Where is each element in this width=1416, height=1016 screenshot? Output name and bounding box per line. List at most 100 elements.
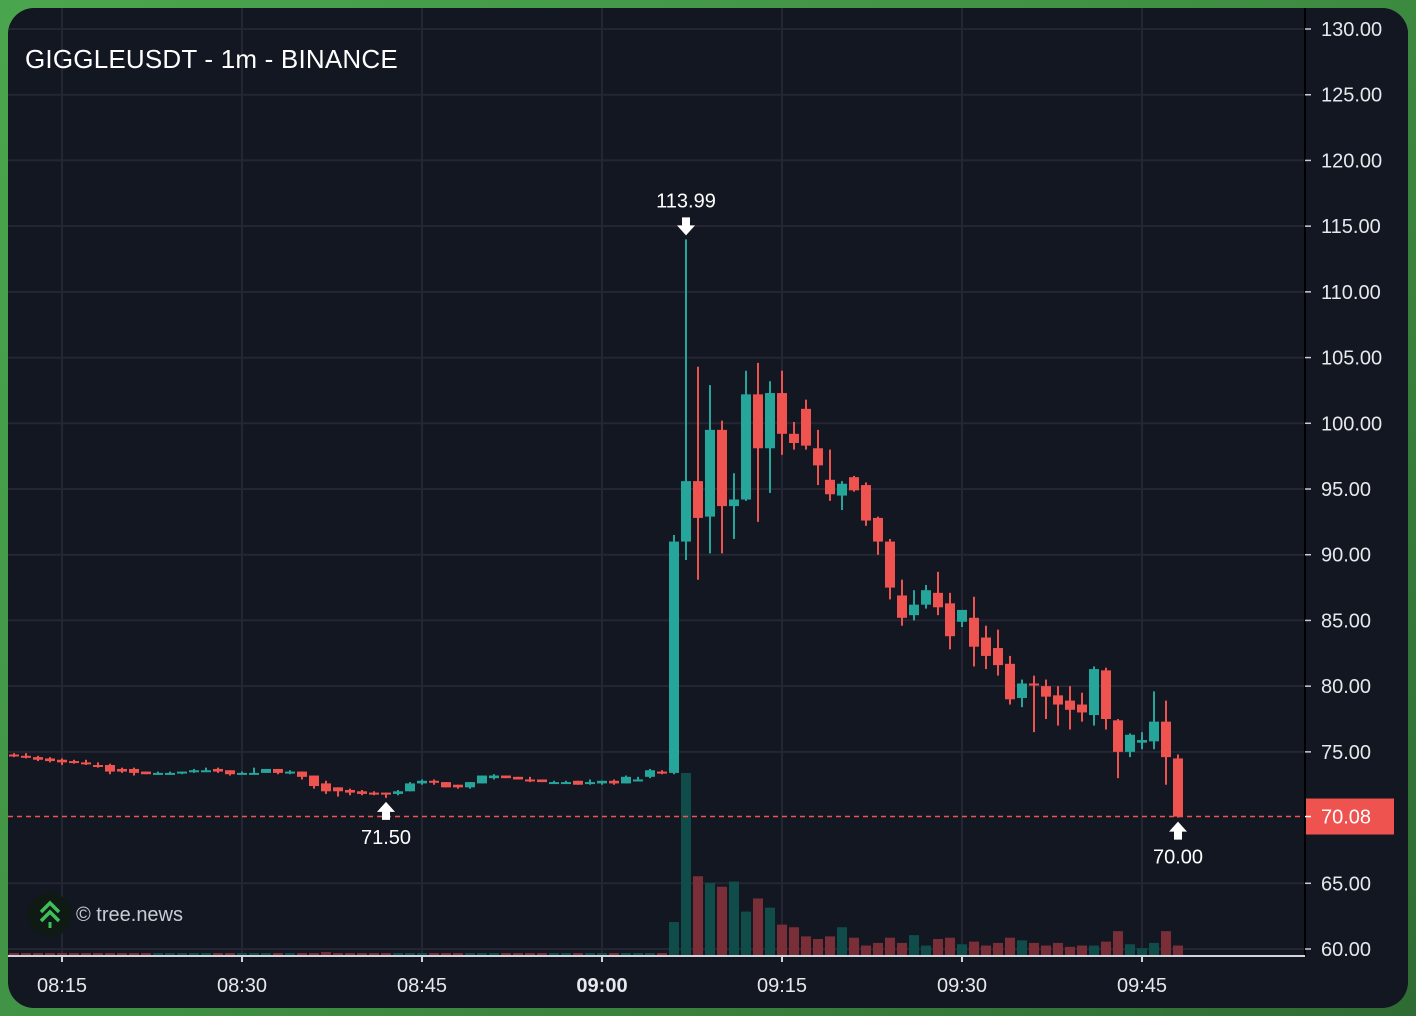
candle[interactable]	[129, 767, 139, 776]
candle[interactable]	[261, 768, 271, 773]
candle[interactable]	[981, 625, 991, 670]
candle[interactable]	[1065, 686, 1075, 730]
candle[interactable]	[177, 771, 187, 775]
candle[interactable]	[837, 481, 847, 511]
candlestick-chart[interactable]: 113.99 71.50 70.00 130.00 125.00 120.00 115.00…	[8, 8, 1408, 1008]
candle[interactable]	[597, 780, 607, 785]
candle[interactable]	[561, 780, 571, 785]
candle[interactable]	[909, 590, 919, 621]
candle[interactable]	[333, 787, 343, 797]
candle[interactable]	[741, 370, 751, 501]
candle[interactable]	[273, 768, 283, 775]
candle[interactable]	[309, 775, 319, 789]
candle[interactable]	[93, 762, 103, 768]
candle[interactable]	[933, 571, 943, 616]
candle[interactable]	[669, 535, 679, 775]
candle[interactable]	[1077, 692, 1087, 722]
candle[interactable]	[57, 758, 67, 766]
candle[interactable]	[381, 792, 391, 798]
candle[interactable]	[585, 779, 595, 785]
candle[interactable]	[81, 759, 91, 766]
candle[interactable]	[609, 779, 619, 785]
candle[interactable]	[957, 609, 967, 628]
candle[interactable]	[249, 767, 259, 775]
candle[interactable]	[441, 782, 451, 788]
candle[interactable]	[549, 780, 559, 785]
candle[interactable]	[21, 753, 31, 759]
candle[interactable]	[117, 767, 127, 773]
candle[interactable]	[489, 774, 499, 780]
candle[interactable]	[765, 381, 775, 493]
candle[interactable]	[165, 771, 175, 775]
time-axis[interactable]: 08:15 08:30 08:45 09:00 09:15 09:30 09:45	[8, 955, 1305, 997]
candle[interactable]	[345, 788, 355, 796]
candle[interactable]	[993, 629, 1003, 676]
candle[interactable]	[417, 779, 427, 785]
candle[interactable]	[753, 362, 763, 522]
candle[interactable]	[237, 771, 247, 775]
candle[interactable]	[717, 420, 727, 554]
candle[interactable]	[1089, 666, 1099, 726]
candle[interactable]	[393, 789, 403, 796]
candle[interactable]	[9, 753, 19, 758]
candle[interactable]	[681, 239, 691, 560]
candle[interactable]	[369, 791, 379, 796]
candle[interactable]	[1029, 675, 1039, 733]
candle[interactable]	[357, 789, 367, 796]
candle[interactable]	[69, 759, 79, 764]
candle[interactable]	[405, 782, 415, 792]
candle[interactable]	[825, 449, 835, 501]
candle[interactable]	[621, 775, 631, 784]
candle[interactable]	[537, 779, 547, 783]
candle[interactable]	[1101, 667, 1111, 730]
candle[interactable]	[189, 768, 199, 773]
candle[interactable]	[321, 780, 331, 794]
candle[interactable]	[525, 776, 535, 783]
candle[interactable]	[45, 757, 55, 763]
candle[interactable]	[153, 771, 163, 775]
candle[interactable]	[201, 767, 211, 773]
candle[interactable]	[705, 385, 715, 554]
candle[interactable]	[897, 579, 907, 626]
candle[interactable]	[33, 755, 43, 762]
candle[interactable]	[501, 775, 511, 779]
candle[interactable]	[1125, 733, 1135, 758]
candle[interactable]	[1053, 686, 1063, 726]
candle[interactable]	[105, 763, 115, 775]
candle[interactable]	[801, 399, 811, 450]
candle[interactable]	[225, 770, 235, 776]
candle[interactable]	[633, 776, 643, 782]
candle[interactable]	[945, 592, 955, 650]
candle[interactable]	[873, 516, 883, 555]
candle[interactable]	[657, 770, 667, 775]
candle[interactable]	[693, 366, 703, 580]
candle[interactable]	[861, 482, 871, 526]
candle[interactable]	[813, 429, 823, 486]
candle[interactable]	[777, 370, 787, 455]
candle[interactable]	[477, 775, 487, 784]
candle[interactable]	[1041, 679, 1051, 720]
candle[interactable]	[1017, 679, 1027, 708]
candle[interactable]	[1149, 691, 1159, 750]
candle[interactable]	[465, 782, 475, 789]
candle[interactable]	[573, 780, 583, 785]
candle[interactable]	[849, 475, 859, 492]
candle[interactable]	[141, 771, 151, 775]
candle[interactable]	[1005, 655, 1015, 705]
candle[interactable]	[969, 596, 979, 667]
candle[interactable]	[297, 771, 307, 780]
candle[interactable]	[513, 776, 523, 780]
candle[interactable]	[1161, 700, 1171, 785]
candle[interactable]	[429, 779, 439, 785]
candle[interactable]	[213, 767, 223, 773]
candle[interactable]	[645, 768, 655, 779]
candle[interactable]	[285, 770, 295, 775]
candle[interactable]	[885, 538, 895, 600]
price-axis[interactable]: 130.00 125.00 120.00 115.00 110.00 105.00 100.…	[1304, 8, 1408, 961]
candle[interactable]	[729, 473, 739, 539]
candle[interactable]	[1113, 719, 1123, 779]
candle[interactable]	[921, 584, 931, 609]
candle[interactable]	[789, 421, 799, 450]
candle[interactable]	[1137, 732, 1147, 750]
candle[interactable]	[1173, 754, 1183, 818]
